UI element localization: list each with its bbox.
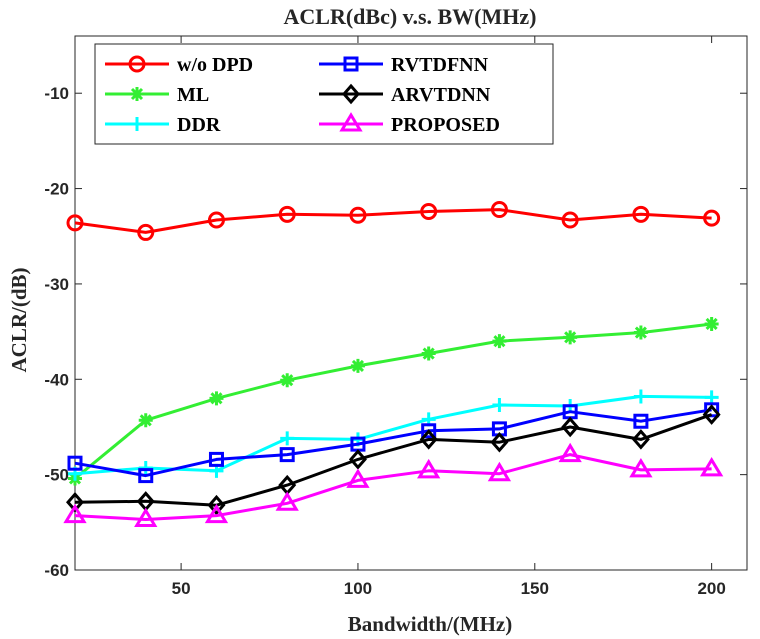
- data-point-w-o-dpd: [207, 211, 225, 229]
- x-tick-label: 50: [172, 579, 191, 598]
- legend-label-arvtdnn: ARVTDNN: [391, 84, 491, 106]
- legend-entry-ml: ML: [105, 84, 209, 106]
- y-tick-label: -40: [44, 370, 69, 389]
- data-point-ml: [704, 316, 719, 331]
- data-point-proposed: [204, 503, 229, 524]
- data-point-arvtdnn: [490, 431, 509, 453]
- data-point-ddr: [280, 431, 295, 446]
- legend-entry-arvtdnn: ARVTDNN: [319, 83, 491, 106]
- series-line-w-o-dpd: [74, 208, 712, 234]
- data-point-arvtdnn: [702, 404, 721, 425]
- chart-title: ACLR(dBc) v.s. BW(MHz): [284, 4, 537, 29]
- data-point-w-o-dpd: [420, 202, 438, 220]
- legend-label-rvtdfnn: RVTDFNN: [391, 54, 489, 76]
- data-point-w-o-dpd: [490, 201, 508, 219]
- data-point-w-o-dpd: [703, 209, 721, 227]
- legend-marker-ml: [130, 87, 144, 101]
- data-point-proposed: [275, 491, 299, 511]
- data-point-proposed: [134, 507, 158, 527]
- series-line-ml: [74, 322, 712, 480]
- data-point-arvtdnn: [207, 494, 226, 516]
- y-tick-label: -20: [44, 180, 69, 199]
- data-point-arvtdnn: [419, 429, 438, 450]
- x-tick-label: 100: [344, 579, 372, 598]
- data-point-ml: [280, 373, 295, 388]
- data-point-rvtdfnn: [421, 423, 437, 439]
- legend: w/o DPD ML DDR RVTDFNN ARVTDNN PROPOSED: [94, 43, 554, 145]
- axes-box: [74, 35, 748, 571]
- legend-marker-rvtdfnn: [343, 56, 359, 72]
- series-line-ddr: [74, 394, 712, 476]
- legend-marker-arvtdnn: [342, 83, 360, 105]
- data-point-arvtdnn: [631, 429, 650, 450]
- data-point-arvtdnn: [561, 416, 580, 438]
- data-point-ml: [421, 346, 436, 361]
- data-point-ml: [209, 391, 224, 406]
- data-point-proposed: [346, 468, 370, 488]
- series-line-proposed: [74, 453, 712, 521]
- data-point-ddr: [492, 398, 507, 413]
- data-point-ml: [563, 330, 578, 345]
- legend-entry-proposed: PROPOSED: [319, 112, 500, 136]
- data-point-ml: [350, 358, 365, 373]
- series-w-o-dpd: [66, 201, 721, 241]
- data-point-w-o-dpd: [278, 205, 296, 223]
- legend-marker-proposed: [339, 112, 363, 132]
- data-point-proposed: [417, 458, 441, 479]
- data-point-proposed: [629, 457, 653, 478]
- data-point-proposed: [63, 503, 87, 524]
- data-point-w-o-dpd: [632, 205, 650, 223]
- legend-label-ml: ML: [177, 84, 209, 106]
- data-point-rvtdfnn: [279, 447, 295, 463]
- data-point-rvtdfnn: [67, 455, 83, 471]
- series-rvtdfnn: [67, 402, 720, 484]
- legend-entry-ddr: DDR: [105, 114, 221, 136]
- data-point-w-o-dpd: [561, 211, 579, 229]
- y-axis-label: ACLR/(dB): [7, 267, 31, 372]
- legend-marker-ddr: [130, 117, 144, 131]
- data-point-rvtdfnn: [138, 468, 154, 484]
- legend-marker-w-o-dpd: [128, 55, 146, 73]
- data-point-arvtdnn: [66, 492, 84, 513]
- data-point-rvtdfnn: [208, 451, 224, 467]
- legend-label-w-o-dpd: w/o DPD: [177, 54, 253, 76]
- data-point-proposed: [487, 461, 512, 482]
- legend-label-ddr: DDR: [177, 114, 221, 136]
- series-proposed: [63, 442, 724, 527]
- data-point-ml: [138, 413, 153, 428]
- data-point-w-o-dpd: [137, 223, 155, 241]
- series-line-rvtdfnn: [74, 408, 712, 478]
- data-point-ddr: [138, 460, 153, 475]
- data-point-arvtdnn: [348, 449, 367, 470]
- legend-label-proposed: PROPOSED: [391, 114, 500, 136]
- data-point-rvtdfnn: [633, 413, 649, 429]
- data-point-ml: [492, 334, 507, 349]
- data-point-ml: [633, 325, 648, 340]
- data-point-proposed: [558, 442, 582, 463]
- x-axis-label: Bandwidth/(MHz): [348, 612, 513, 636]
- legend-entry-rvtdfnn: RVTDFNN: [319, 54, 489, 76]
- y-tick-label: -50: [44, 466, 69, 485]
- series-arvtdnn: [66, 404, 721, 516]
- x-tick-label: 150: [521, 579, 549, 598]
- series-line-arvtdnn: [74, 413, 713, 507]
- y-tick-label: -60: [44, 561, 69, 580]
- x-tick-label: 200: [697, 579, 725, 598]
- plot-area: 50 100 150 200 -60 -50 -40 -30 -20 -10: [44, 35, 748, 598]
- data-point-ddr: [704, 390, 719, 405]
- data-point-proposed: [699, 457, 724, 477]
- data-point-ddr: [633, 389, 648, 404]
- series-ml: [68, 316, 719, 486]
- y-tick-label: -30: [44, 275, 69, 294]
- legend-entry-w-o-dpd: w/o DPD: [105, 54, 253, 76]
- data-point-w-o-dpd: [349, 206, 367, 224]
- y-tick-label: -10: [44, 84, 69, 103]
- data-point-w-o-dpd: [66, 214, 84, 232]
